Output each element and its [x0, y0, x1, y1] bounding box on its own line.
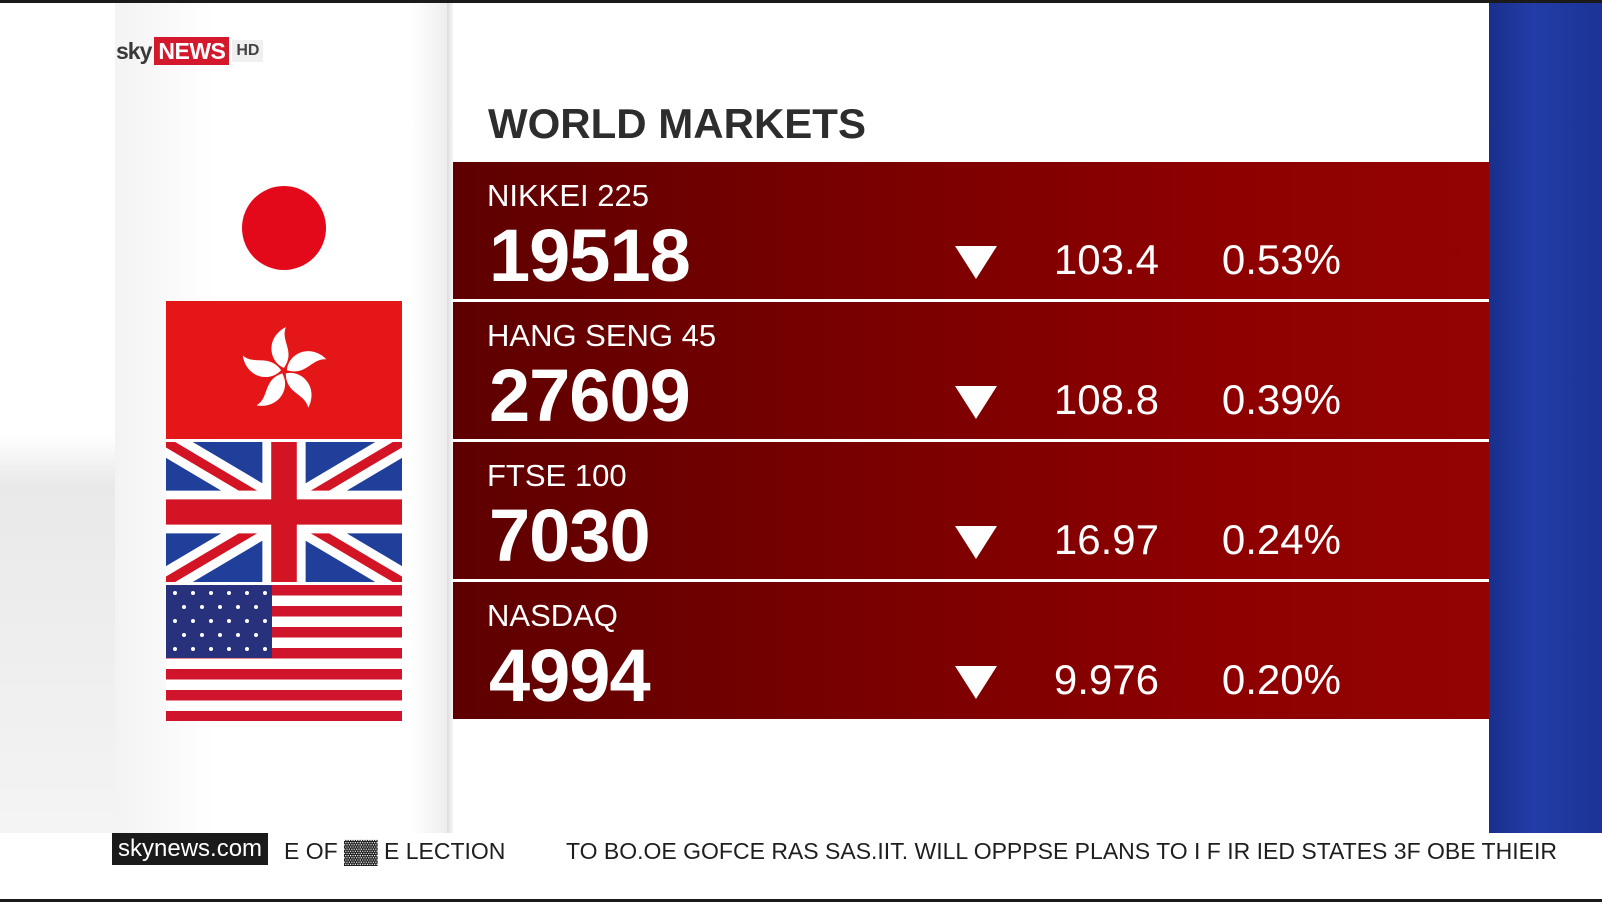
- us-flag-icon: [166, 585, 402, 721]
- panel-divider: [447, 3, 453, 833]
- market-name: NASDAQ: [487, 598, 618, 633]
- market-change: 103.4: [1053, 236, 1159, 283]
- japan-flag-icon: [166, 182, 402, 274]
- ticker-brand: skynews.com: [112, 833, 269, 865]
- down-arrow-icon: [955, 386, 997, 419]
- ticker-headline-1: E OF ▓▓ E LECTION: [284, 838, 506, 864]
- market-change: 16.97: [1053, 516, 1159, 563]
- market-row-nikkei: NIKKEI 225 19518 103.4 0.53%: [453, 162, 1489, 299]
- logo-sky-text: sky: [116, 37, 152, 64]
- market-value: 7030: [489, 494, 651, 577]
- logo-hd-badge: HD: [232, 40, 264, 62]
- market-row-hang-seng: HANG SENG 45 27609 108.8 0.39%: [453, 302, 1489, 439]
- market-percent: 0.24%: [1221, 516, 1341, 563]
- market-row-nasdaq: NASDAQ 4994 9.976 0.20%: [453, 582, 1489, 719]
- down-arrow-icon: [955, 666, 997, 699]
- market-percent: 0.39%: [1221, 376, 1341, 423]
- ticker-headline-2: TO BO.OE GOFCE RAS SAS.IIT. WILL OPPPSE …: [566, 838, 1557, 864]
- market-percent: 0.20%: [1221, 656, 1341, 703]
- market-change: 9.976: [1053, 656, 1159, 703]
- uk-flag-icon: [166, 442, 402, 582]
- market-row-ftse: FTSE 100 7030 16.97 0.24%: [453, 442, 1489, 579]
- market-percent: 0.53%: [1221, 236, 1341, 283]
- blue-side-panel: [1489, 3, 1602, 833]
- market-value: 4994: [489, 634, 651, 717]
- left-background: [0, 3, 115, 833]
- market-name: HANG SENG 45: [487, 318, 717, 353]
- market-value: 19518: [489, 214, 691, 297]
- market-value: 27609: [489, 354, 691, 437]
- down-arrow-icon: [955, 526, 997, 559]
- logo-news-text: NEWS: [154, 37, 230, 65]
- sky-news-logo: sky NEWS HD: [116, 36, 264, 66]
- down-arrow-icon: [955, 246, 997, 279]
- page-title: WORLD MARKETS: [488, 100, 866, 147]
- hong-kong-flag-icon: [166, 301, 402, 439]
- bottom-border: [0, 899, 1602, 902]
- market-name: NIKKEI 225: [487, 178, 649, 213]
- market-name: FTSE 100: [487, 458, 627, 493]
- top-border: [0, 0, 1602, 3]
- market-change: 108.8: [1053, 376, 1159, 423]
